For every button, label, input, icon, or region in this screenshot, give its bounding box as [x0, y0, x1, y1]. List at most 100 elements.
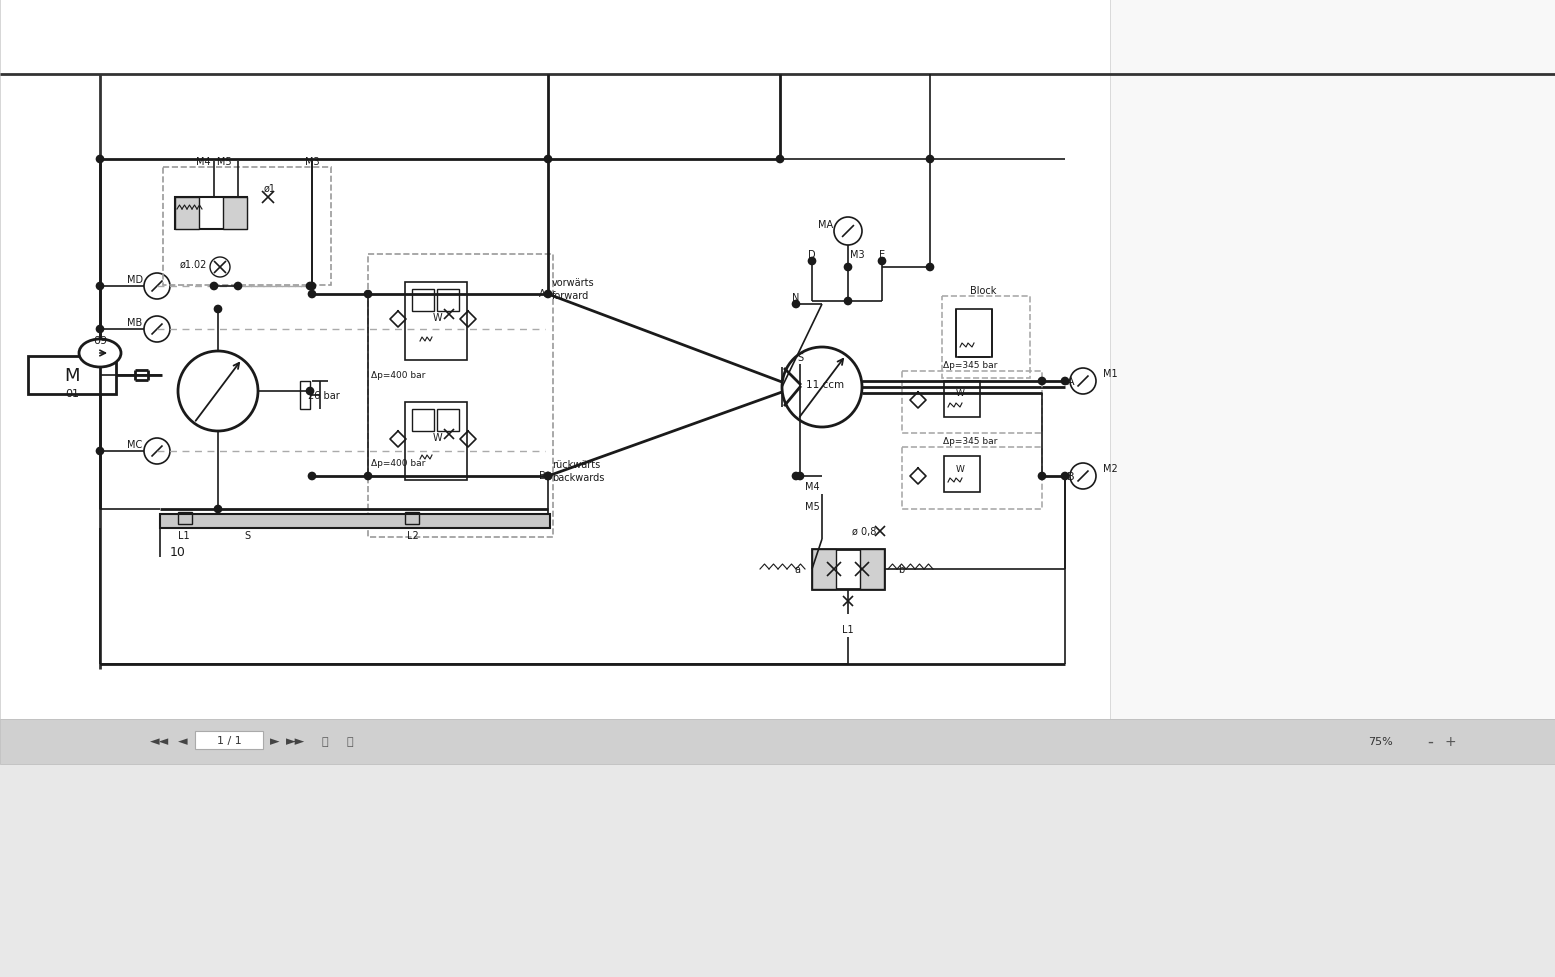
Text: 09: 09 — [93, 336, 107, 346]
Text: M4  M5: M4 M5 — [196, 157, 232, 167]
Text: 10: 10 — [169, 546, 187, 559]
Circle shape — [306, 388, 314, 395]
Text: Δp=400 bar: Δp=400 bar — [370, 458, 425, 467]
Bar — [437, 409, 459, 432]
Text: D: D — [809, 250, 816, 260]
Circle shape — [308, 291, 316, 298]
Text: 26 bar: 26 bar — [308, 391, 339, 401]
Text: Block: Block — [970, 285, 997, 296]
Bar — [163, 168, 331, 285]
Circle shape — [793, 473, 799, 480]
Bar — [1110, 0, 1555, 719]
Bar — [0, 0, 1555, 719]
Circle shape — [544, 156, 552, 163]
Circle shape — [844, 298, 852, 305]
Circle shape — [1062, 473, 1068, 480]
Text: L1: L1 — [843, 624, 854, 634]
Text: ►: ► — [271, 735, 280, 747]
Bar — [404, 403, 466, 481]
Circle shape — [844, 264, 852, 272]
Text: M4: M4 — [804, 482, 819, 491]
Text: 📎: 📎 — [322, 737, 328, 746]
Circle shape — [544, 291, 552, 298]
Ellipse shape — [79, 340, 121, 367]
Circle shape — [879, 258, 885, 265]
Circle shape — [796, 473, 804, 480]
Text: W: W — [956, 464, 964, 473]
Circle shape — [96, 156, 104, 163]
Text: -: - — [1427, 732, 1434, 750]
Text: M3: M3 — [849, 250, 865, 260]
Text: M5: M5 — [804, 501, 819, 512]
Text: ø 0,8: ø 0,8 — [852, 527, 875, 536]
Text: forward: forward — [552, 291, 589, 301]
Text: Δp=400 bar: Δp=400 bar — [370, 370, 425, 379]
Text: E: E — [879, 250, 885, 260]
Text: B: B — [540, 471, 546, 481]
Circle shape — [215, 306, 221, 314]
Text: MA: MA — [818, 220, 833, 230]
Bar — [160, 515, 550, 529]
Text: rückwärts: rückwärts — [552, 459, 600, 470]
Bar — [222, 197, 247, 230]
Circle shape — [96, 326, 104, 333]
Circle shape — [809, 258, 815, 265]
Bar — [942, 297, 1029, 379]
Text: M: M — [64, 366, 79, 385]
Bar — [28, 357, 117, 395]
Bar — [812, 549, 837, 589]
Text: 75%: 75% — [1368, 737, 1392, 746]
Circle shape — [96, 283, 104, 290]
Bar — [944, 456, 980, 492]
Text: +: + — [1445, 735, 1455, 748]
Text: L2: L2 — [407, 531, 418, 540]
Circle shape — [1062, 378, 1068, 385]
Circle shape — [364, 291, 372, 298]
Bar — [404, 513, 418, 525]
Text: 1 / 1: 1 / 1 — [216, 736, 241, 745]
Bar — [437, 290, 459, 312]
Circle shape — [308, 473, 316, 480]
Text: S: S — [244, 531, 250, 540]
Text: Δp=345 bar: Δp=345 bar — [942, 361, 997, 370]
Text: 11 ccm: 11 ccm — [805, 380, 844, 390]
Circle shape — [927, 156, 933, 163]
Text: ◄: ◄ — [179, 735, 188, 747]
Circle shape — [306, 283, 314, 290]
Text: ø1.02: ø1.02 — [179, 260, 207, 270]
Text: S: S — [798, 353, 802, 362]
Bar — [177, 513, 191, 525]
Circle shape — [1039, 473, 1045, 480]
Text: ø1: ø1 — [264, 184, 275, 193]
Circle shape — [210, 283, 218, 290]
Circle shape — [927, 264, 933, 272]
Text: MB: MB — [128, 318, 143, 327]
Bar — [902, 447, 1042, 509]
Bar — [176, 197, 247, 230]
Text: A: A — [540, 289, 546, 299]
Circle shape — [793, 301, 799, 308]
Circle shape — [215, 506, 221, 513]
Bar — [860, 549, 883, 589]
Text: M1: M1 — [1102, 368, 1118, 379]
Bar — [0, 719, 1555, 764]
Bar — [412, 409, 434, 432]
Text: ◄◄: ◄◄ — [151, 735, 169, 747]
Text: 01: 01 — [65, 389, 79, 399]
Text: b: b — [897, 565, 905, 574]
Bar — [812, 549, 883, 589]
Circle shape — [544, 473, 552, 480]
Text: 💾: 💾 — [347, 737, 353, 746]
Text: a: a — [795, 565, 799, 574]
Text: L1: L1 — [179, 531, 190, 540]
Bar — [902, 371, 1042, 434]
Circle shape — [308, 283, 316, 290]
Bar — [176, 197, 199, 230]
Text: W: W — [956, 389, 964, 398]
Bar — [369, 255, 554, 537]
Circle shape — [235, 283, 241, 290]
Text: W: W — [432, 433, 442, 443]
Circle shape — [776, 156, 784, 163]
Text: N: N — [793, 293, 799, 303]
Text: M2: M2 — [1102, 463, 1118, 474]
